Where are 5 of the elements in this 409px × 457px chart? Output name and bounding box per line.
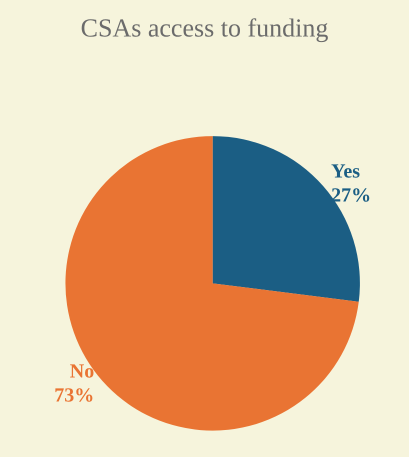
chart-title: CSAs access to funding (80, 14, 328, 42)
data-label: 73% (54, 384, 94, 406)
data-label: 27% (331, 184, 372, 206)
slice-label: Yes (331, 160, 360, 182)
slice-label: No (70, 360, 94, 382)
